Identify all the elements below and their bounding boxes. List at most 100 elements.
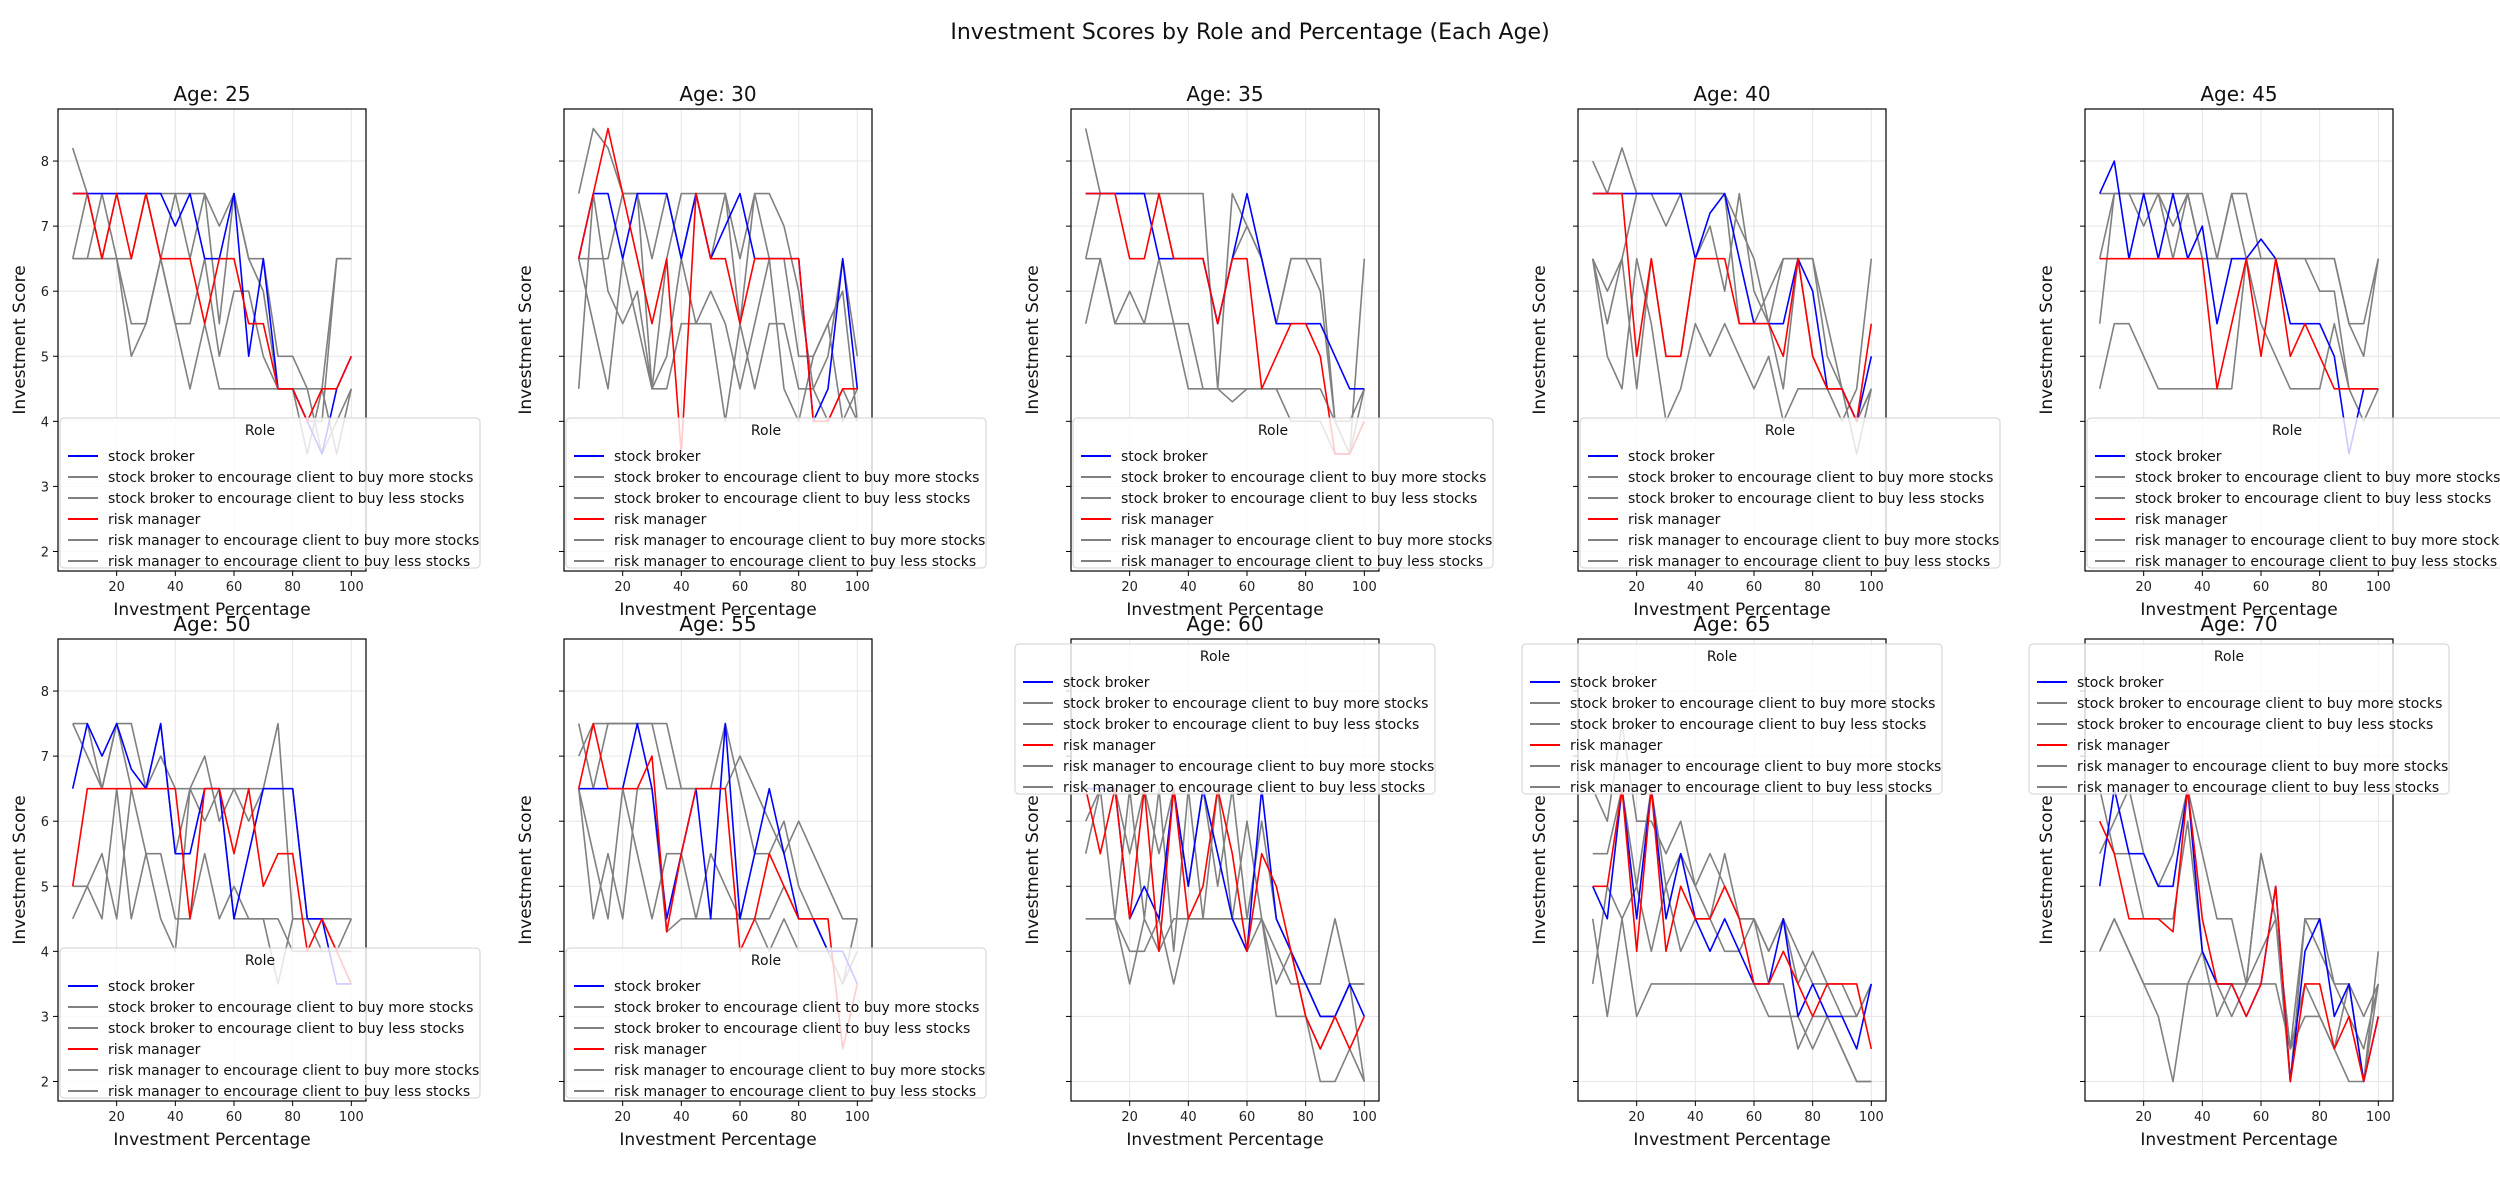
x-tick-label: 20 (614, 1110, 631, 1125)
subplot-age-50: stock broker to encourage client to buy … (10, 612, 481, 1150)
x-tick-label: 20 (1121, 580, 1138, 595)
x-tick-label: 40 (167, 580, 184, 595)
legend-title: Role (2272, 423, 2302, 439)
y-axis (559, 160, 564, 552)
legend: Role stock broker stock broker to encourag… (565, 417, 987, 570)
x-axis: 20 40 60 80 100 (1628, 571, 1884, 595)
x-tick-label: 40 (673, 580, 690, 595)
legend-title: Role (1765, 423, 1795, 439)
x-axis: 20 40 60 80 100 (108, 1101, 364, 1125)
legend-box (1521, 643, 1943, 795)
subplot-age-40: stock broker to encourage client to buy … (1530, 82, 2001, 620)
x-axis: 20 40 60 80 100 (1121, 571, 1377, 595)
x-tick-label: 100 (339, 1110, 364, 1125)
x-tick-label: 40 (2194, 1110, 2211, 1125)
x-tick-label: 100 (1352, 580, 1377, 595)
legend-box (59, 417, 481, 569)
legend-entry: risk manager to encourage client to buy … (1628, 533, 1999, 549)
axes-frame (2084, 638, 2394, 1102)
legend-box (2086, 417, 2500, 569)
series-line: stock broker to encourage client to buy … (1591, 917, 1872, 1083)
series-line: risk manager (2099, 257, 2379, 390)
series-line: risk manager to encourage client to buy … (1591, 257, 1873, 455)
x-axis: 20 40 60 80 100 (2135, 1101, 2391, 1125)
x-tick-label: 20 (2135, 1110, 2152, 1125)
legend-entry: stock broker to encourage client to buy … (108, 491, 464, 507)
x-tick-label: 60 (2253, 1110, 2270, 1125)
x-tick-label: 80 (790, 580, 807, 595)
y-tick-label: 5 (41, 350, 49, 365)
y-tick-label: 5 (41, 880, 49, 895)
y-axis-label: Investment Score (1023, 795, 1043, 944)
legend: Role stock broker stock broker to encourag… (2086, 417, 2500, 570)
series-line: risk manager to encourage client to buy … (578, 192, 859, 422)
x-tick-label: 20 (614, 580, 631, 595)
x-tick-label: 100 (1859, 580, 1884, 595)
x-tick-label: 40 (2194, 580, 2211, 595)
y-tick-label: 7 (41, 220, 49, 235)
axes-frame (57, 638, 367, 1102)
legend-entry: risk manager to encourage client to buy … (108, 1063, 479, 1079)
x-tick-label: 60 (1746, 1110, 1763, 1125)
figure-title: Investment Scores by Role and Percentage… (950, 20, 1549, 45)
series-line: risk manager to encourage client to buy … (1592, 787, 1873, 1018)
subplot-age-70: stock broker to encourage client to buy … (2028, 612, 2450, 1150)
series-line: stock broker to encourage client to buy … (2098, 257, 2379, 390)
x-axis-label: Investment Percentage (619, 1130, 816, 1150)
legend-entry: risk manager (1628, 512, 1721, 528)
series-line: stock broker (1591, 787, 1873, 1050)
axes-frame (1070, 108, 1380, 572)
x-tick-label: 60 (732, 1110, 749, 1125)
series-line: stock broker to encourage client to buy … (1085, 257, 1366, 455)
legend-entry: stock broker (108, 979, 195, 995)
legend-entry: stock broker to encourage client to buy … (2077, 717, 2433, 733)
x-tick-label: 100 (339, 580, 364, 595)
legend: Role stock broker stock broker to encourag… (1579, 417, 2001, 570)
x-tick-label: 20 (1121, 1110, 1138, 1125)
series-line: risk manager (1592, 787, 1873, 1050)
x-axis-label: Investment Percentage (1126, 600, 1323, 620)
series-line: stock broker (1085, 787, 1366, 1018)
legend-entry: risk manager to encourage client to buy … (2077, 759, 2448, 775)
series-lines: stock broker to encourage client to buy … (577, 127, 859, 455)
legend-box (2028, 643, 2450, 795)
legend-entry: stock broker to encourage client to buy … (108, 470, 473, 486)
x-axis: 20 40 60 80 100 (1121, 1101, 1377, 1125)
series-line: risk manager to encourage client to buy … (2098, 192, 2380, 423)
x-tick-label: 20 (108, 1110, 125, 1125)
x-tick-label: 60 (226, 1110, 243, 1125)
legend-title: Role (1258, 423, 1288, 439)
legend-entry: risk manager (2077, 738, 2170, 754)
series-lines: stock broker to encourage client to buy … (1591, 722, 1873, 1083)
legend-entry: stock broker to encourage client to buy … (1063, 696, 1428, 712)
x-tick-label: 80 (1804, 1110, 1821, 1125)
legend-box (565, 417, 987, 569)
legend-title: Role (2214, 649, 2244, 665)
y-axis-label: Investment Score (1530, 265, 1550, 414)
y-axis-label: Investment Score (516, 795, 536, 944)
y-tick-label: 8 (41, 685, 49, 700)
legend-entry: risk manager to encourage client to buy … (614, 1084, 976, 1100)
x-tick-label: 40 (1687, 580, 1704, 595)
legend-title: Role (751, 953, 781, 969)
x-tick-label: 80 (2311, 580, 2328, 595)
legend: Role stock broker stock broker to encourag… (1072, 417, 1494, 570)
legend: Role stock broker stock broker to encourag… (2028, 643, 2450, 796)
x-tick-label: 40 (167, 1110, 184, 1125)
y-axis (559, 690, 564, 1082)
y-axis: 2 3 4 5 6 7 8 (41, 155, 58, 560)
legend-entry: risk manager to encourage client to buy … (2077, 780, 2439, 796)
legend-entry: risk manager to encourage client to buy … (614, 554, 976, 570)
y-tick-label: 8 (41, 155, 49, 170)
x-tick-label: 100 (1352, 1110, 1377, 1125)
x-axis-label: Investment Percentage (2140, 600, 2337, 620)
axes-frame (1577, 108, 1887, 572)
legend-entry: stock broker to encourage client to buy … (2135, 470, 2500, 486)
subplot-title: Age: 50 (173, 612, 250, 636)
series-lines: stock broker to encourage client to buy … (2098, 787, 2380, 1083)
x-tick-label: 60 (2253, 580, 2270, 595)
legend-entry: risk manager (614, 512, 707, 528)
x-tick-label: 40 (1180, 1110, 1197, 1125)
legend-entry: stock broker (1121, 449, 1208, 465)
